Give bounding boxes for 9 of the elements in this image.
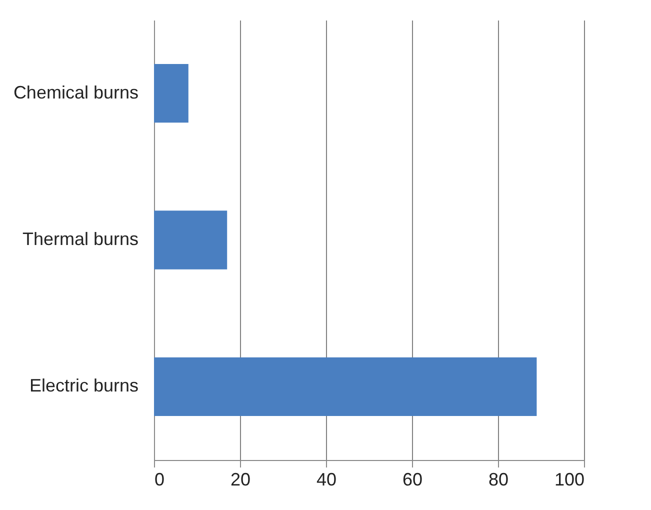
x-tick-label: 60 xyxy=(402,470,423,490)
x-tick-label: 40 xyxy=(316,470,337,490)
x-tick-label: 80 xyxy=(488,470,509,490)
y-tick-label: Thermal burns xyxy=(22,229,138,249)
y-tick-label: Electric burns xyxy=(29,376,138,396)
x-tick-label: 0 xyxy=(154,470,165,490)
x-tick-label: 100 xyxy=(554,470,584,490)
y-tick-label: Chemical burns xyxy=(13,82,138,102)
x-tick-label: 20 xyxy=(230,470,251,490)
